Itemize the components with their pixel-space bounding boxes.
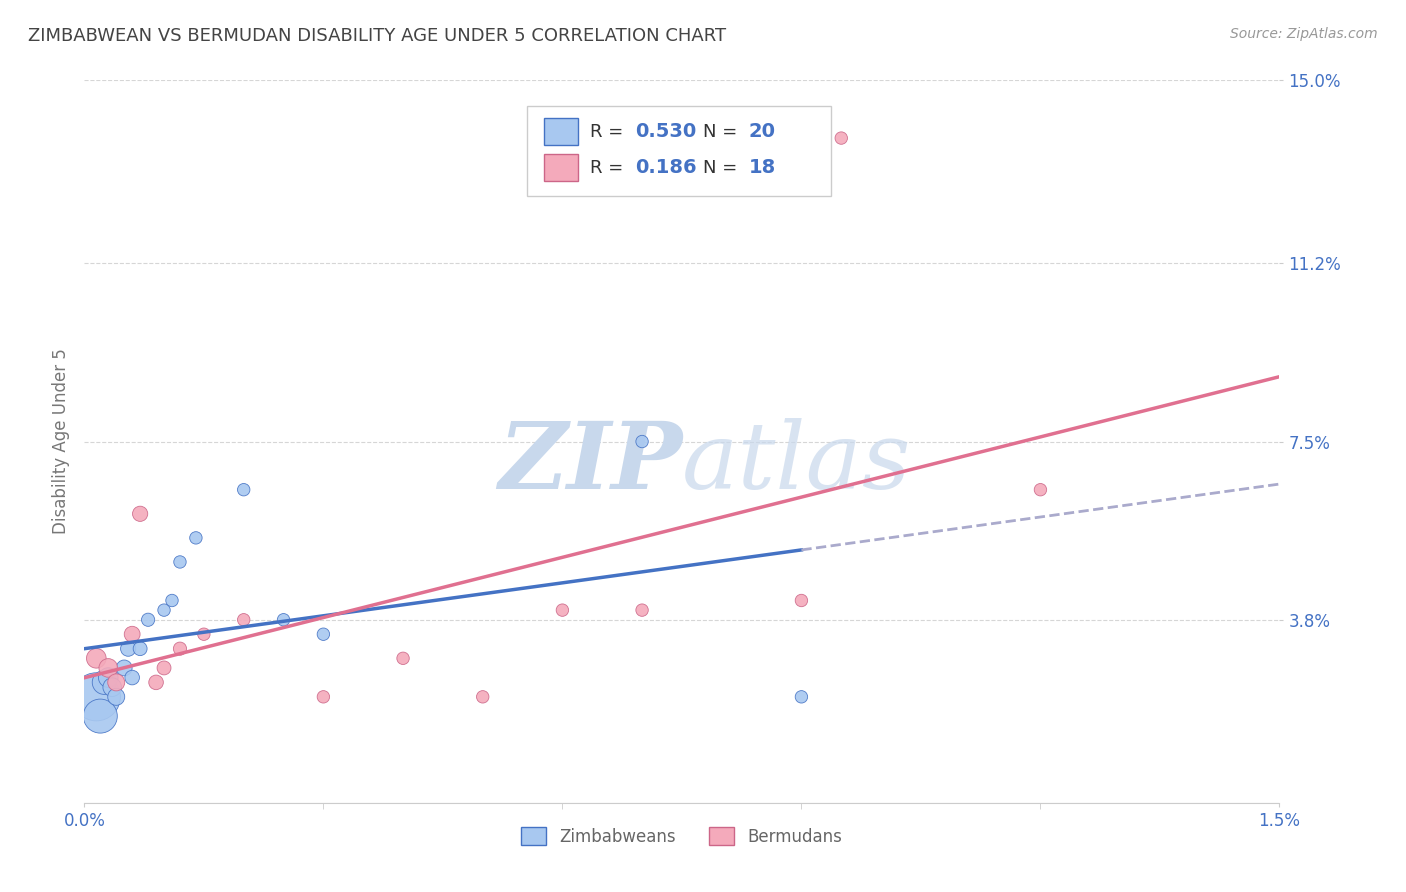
Point xyxy=(790,593,813,607)
Point xyxy=(392,651,415,665)
Legend: Zimbabweans, Bermudans: Zimbabweans, Bermudans xyxy=(515,821,849,852)
Point xyxy=(121,671,143,685)
Point xyxy=(121,627,143,641)
Point xyxy=(193,627,215,641)
Point xyxy=(169,555,191,569)
FancyBboxPatch shape xyxy=(527,105,831,196)
Point xyxy=(145,675,167,690)
Point xyxy=(93,675,115,690)
Text: 0.530: 0.530 xyxy=(636,122,696,141)
Text: ZIP: ZIP xyxy=(498,418,682,508)
Point xyxy=(86,651,108,665)
Point xyxy=(101,680,124,694)
Point xyxy=(89,709,111,723)
Point xyxy=(97,661,120,675)
Point xyxy=(86,690,108,704)
Point xyxy=(105,675,128,690)
Point xyxy=(232,483,254,497)
Point xyxy=(232,613,254,627)
Point xyxy=(471,690,494,704)
Text: R =: R = xyxy=(591,122,628,141)
Point xyxy=(153,661,176,675)
Y-axis label: Disability Age Under 5: Disability Age Under 5 xyxy=(52,349,70,534)
Point xyxy=(153,603,176,617)
Point xyxy=(1029,483,1052,497)
Point xyxy=(790,690,813,704)
Point xyxy=(129,507,152,521)
Text: 20: 20 xyxy=(749,122,776,141)
Point xyxy=(117,641,139,656)
Text: N =: N = xyxy=(703,159,744,177)
Point xyxy=(112,661,135,675)
Bar xyxy=(544,118,578,145)
Point xyxy=(312,627,335,641)
Point xyxy=(105,690,128,704)
Point xyxy=(631,434,654,449)
Point xyxy=(129,641,152,656)
Point xyxy=(184,531,207,545)
Text: N =: N = xyxy=(703,122,744,141)
Text: atlas: atlas xyxy=(682,418,911,508)
Point xyxy=(136,613,159,627)
Bar xyxy=(544,154,578,181)
Text: 18: 18 xyxy=(749,158,776,178)
Point xyxy=(551,603,574,617)
Text: 0.186: 0.186 xyxy=(636,158,697,178)
Point xyxy=(97,671,120,685)
Point xyxy=(631,603,654,617)
Point xyxy=(169,641,191,656)
Text: R =: R = xyxy=(591,159,628,177)
Point xyxy=(160,593,183,607)
Point xyxy=(312,690,335,704)
Point xyxy=(830,131,852,145)
Text: Source: ZipAtlas.com: Source: ZipAtlas.com xyxy=(1230,27,1378,41)
Text: ZIMBABWEAN VS BERMUDAN DISABILITY AGE UNDER 5 CORRELATION CHART: ZIMBABWEAN VS BERMUDAN DISABILITY AGE UN… xyxy=(28,27,727,45)
Point xyxy=(273,613,295,627)
